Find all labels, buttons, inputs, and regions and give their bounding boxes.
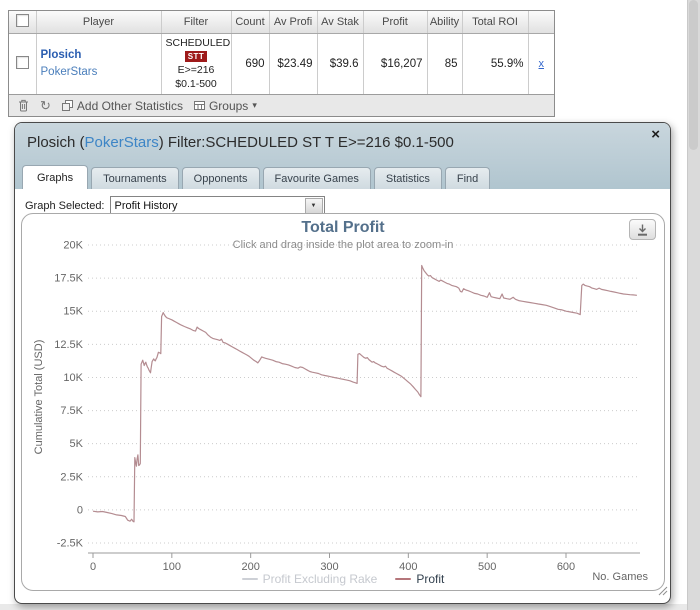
popup-body: Graph Selected: Profit History ▼ -2.5K 0 2…: [15, 189, 670, 601]
tab-opponents[interactable]: Opponents: [181, 167, 260, 189]
copy-icon: [61, 100, 73, 111]
profit-line: [92, 264, 637, 523]
graph-selected-dropdown[interactable]: Profit History ▼: [109, 196, 325, 215]
page-scrollbar[interactable]: [687, 0, 700, 610]
profit-chart-canvas[interactable]: -2.5K 0 2.5K 5K 7.5K 10K 12.5K 15K 17.5K 20K 0 100 2…: [22, 214, 664, 590]
y-tick-label: 12.5K: [54, 339, 83, 351]
chart-subtitle: Click and drag inside the plot area to z…: [232, 239, 454, 251]
col-av-stake: Av Stak: [316, 11, 363, 34]
col-ability: Ability: [426, 11, 462, 34]
x-tick-label: 400: [399, 561, 417, 573]
legend-profit-excluding-rake[interactable]: Profit Excluding Rake: [241, 572, 377, 586]
remove-row-link[interactable]: x: [538, 58, 545, 70]
y-tick-label: 17.5K: [54, 273, 83, 285]
resize-handle[interactable]: [658, 583, 668, 601]
x-tick-label: 600: [557, 561, 575, 573]
y-tick-label: 2.5K: [60, 471, 83, 483]
count-value: 690: [230, 33, 269, 94]
profit-value: $16,207: [362, 33, 427, 94]
av-profit-value: $23.49: [268, 33, 317, 94]
chevron-down-icon: ▾: [252, 100, 257, 110]
scrollbar-thumb[interactable]: [689, 0, 698, 150]
col-profit: Profit: [362, 11, 427, 34]
ability-value: 85: [426, 33, 462, 94]
graph-selected-value: Profit History: [114, 199, 178, 212]
popup-title-site: PokerStars: [84, 134, 159, 151]
player-detail-popup: Plosich (PokerStars) Filter:SCHEDULED ST…: [14, 122, 671, 604]
groups-icon: [193, 101, 205, 110]
profit-chart: -2.5K 0 2.5K 5K 7.5K 10K 12.5K 15K 17.5K 20K 0 100 2…: [21, 213, 665, 591]
x-axis-title: No. Games: [592, 571, 648, 583]
tab-bar: Graphs Tournaments Opponents Favourite G…: [22, 165, 491, 189]
legend-dash-icon: [241, 578, 258, 580]
select-all-checkbox[interactable]: [15, 14, 29, 27]
filter-line3: $0.1-500: [175, 77, 217, 90]
y-tick-label: 7.5K: [60, 405, 83, 417]
y-tick-label: 20K: [63, 240, 83, 252]
legend-dash-icon: [395, 578, 412, 580]
filter-cell: SCHEDULED STT E>=216 $0.1-500: [160, 33, 231, 94]
popup-title: Plosich (PokerStars) Filter:SCHEDULED ST…: [27, 134, 454, 151]
tab-graphs[interactable]: Graphs: [22, 165, 89, 189]
x-tick-label: 200: [241, 561, 259, 573]
av-stake-value: $39.6: [316, 33, 363, 94]
download-icon: [638, 224, 647, 236]
col-count: Count: [230, 11, 269, 34]
y-tick-label: 5K: [70, 438, 84, 450]
col-actions: [527, 11, 554, 34]
table-toolbar: ↻ Add Other Statistics Groups ▾: [9, 94, 554, 116]
trash-icon[interactable]: [18, 99, 29, 112]
x-tick-label: 100: [163, 561, 181, 573]
close-icon[interactable]: ×: [651, 126, 660, 143]
stt-badge: STT: [184, 51, 208, 63]
add-other-statistics-button[interactable]: Add Other Statistics: [61, 99, 183, 113]
page-background: [0, 604, 688, 610]
groups-dropdown[interactable]: Groups ▾: [193, 99, 257, 113]
y-tick-label: 10K: [63, 372, 83, 384]
player-site-link[interactable]: PokerStars: [40, 66, 98, 78]
filter-line1: SCHEDULED: [165, 36, 231, 49]
tab-find[interactable]: Find: [444, 167, 491, 189]
refresh-icon[interactable]: ↻: [40, 98, 51, 113]
x-tick-label: 300: [320, 561, 338, 573]
y-tick-label: -2.5K: [57, 538, 84, 550]
graph-select-row: Graph Selected: Profit History ▼: [25, 196, 325, 215]
total-roi-value: 55.9%: [461, 33, 528, 94]
y-tick-label: 15K: [63, 306, 83, 318]
tab-statistics[interactable]: Statistics: [373, 167, 442, 189]
table-row: Plosich PokerStars SCHEDULED STT E>=216 …: [9, 33, 554, 94]
col-filter: Filter: [160, 11, 231, 34]
tab-tournaments[interactable]: Tournaments: [91, 167, 179, 189]
filter-line2: E>=216: [177, 64, 215, 76]
col-av-profit: Av Profi: [268, 11, 317, 34]
legend-profit[interactable]: Profit: [395, 572, 444, 586]
x-tick-label: 500: [478, 561, 496, 573]
col-total-roi: Total ROI: [461, 11, 528, 34]
graph-selected-label: Graph Selected:: [25, 199, 105, 212]
y-tick-label: 0: [77, 504, 83, 516]
popup-header: Plosich (PokerStars) Filter:SCHEDULED ST…: [15, 123, 670, 189]
download-chart-button[interactable]: [629, 219, 656, 240]
y-axis-title: Cumulative Total (USD): [33, 340, 45, 455]
x-tick-label: 0: [90, 561, 96, 573]
player-name-link[interactable]: Plosich: [40, 48, 82, 61]
dropdown-arrow-icon[interactable]: ▼: [304, 197, 323, 214]
player-stats-table: Player Filter Count Av Profi Av Stak Pro…: [8, 10, 555, 117]
col-player: Player: [35, 11, 161, 34]
row-checkbox[interactable]: [15, 56, 29, 69]
chart-legend: Profit Excluding Rake Profit: [22, 572, 664, 586]
chart-title: Total Profit: [301, 219, 385, 236]
tab-favourite-games[interactable]: Favourite Games: [262, 167, 371, 189]
table-header-row: Player Filter Count Av Profi Av Stak Pro…: [9, 11, 554, 34]
